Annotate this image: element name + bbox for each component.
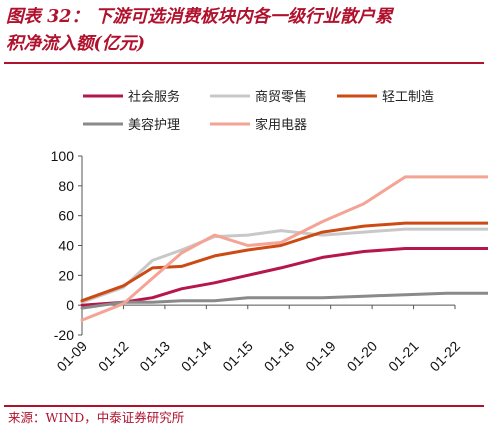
y-tick-label: 20 [58,267,74,283]
title-divider [4,62,484,64]
source-note: 来源：WIND，中泰证券研究所 [8,410,185,425]
legend-label: 美容护理 [128,117,180,133]
chart-title: 图表 32： 下游可选消费板块内各一级行业散户累 积净流入额(亿元) [6,4,484,58]
x-tick-label: 01-19 [302,338,339,375]
chart-title-line-1: 图表 32： 下游可选消费板块内各一级行业散户累 [6,7,393,27]
legend-label: 家用电器 [255,117,307,133]
source-divider [4,405,484,407]
y-tick-label: 80 [58,178,74,194]
y-tick-label: -20 [54,327,74,343]
legend-label: 社会服务 [128,89,180,105]
x-tick-label: 01-16 [261,338,298,375]
x-tick-label: 01-22 [426,338,463,375]
x-tick-label: 01-21 [385,338,422,375]
series-line [80,227,488,304]
x-tick-label: 01-13 [136,338,173,375]
x-tick-label: 01-14 [178,338,215,375]
y-tick-label: 0 [66,297,74,313]
y-tick-label: 40 [58,238,74,254]
series-line [80,291,488,310]
series-line [80,247,488,307]
series-line [80,175,488,322]
y-tick-label: 100 [51,148,75,164]
x-tick-label: 01-20 [344,338,381,375]
legend-label: 商贸零售 [255,89,307,105]
y-tick-label: 60 [58,208,74,224]
x-tick-label: 01-15 [219,338,256,375]
series-line [80,221,488,303]
chart-title-line-2: 积净流入额(亿元) [6,34,146,54]
x-tick-label: 01-12 [95,338,132,375]
x-tick-label: 01-09 [53,338,90,375]
legend-label: 轻工制造 [382,90,434,105]
